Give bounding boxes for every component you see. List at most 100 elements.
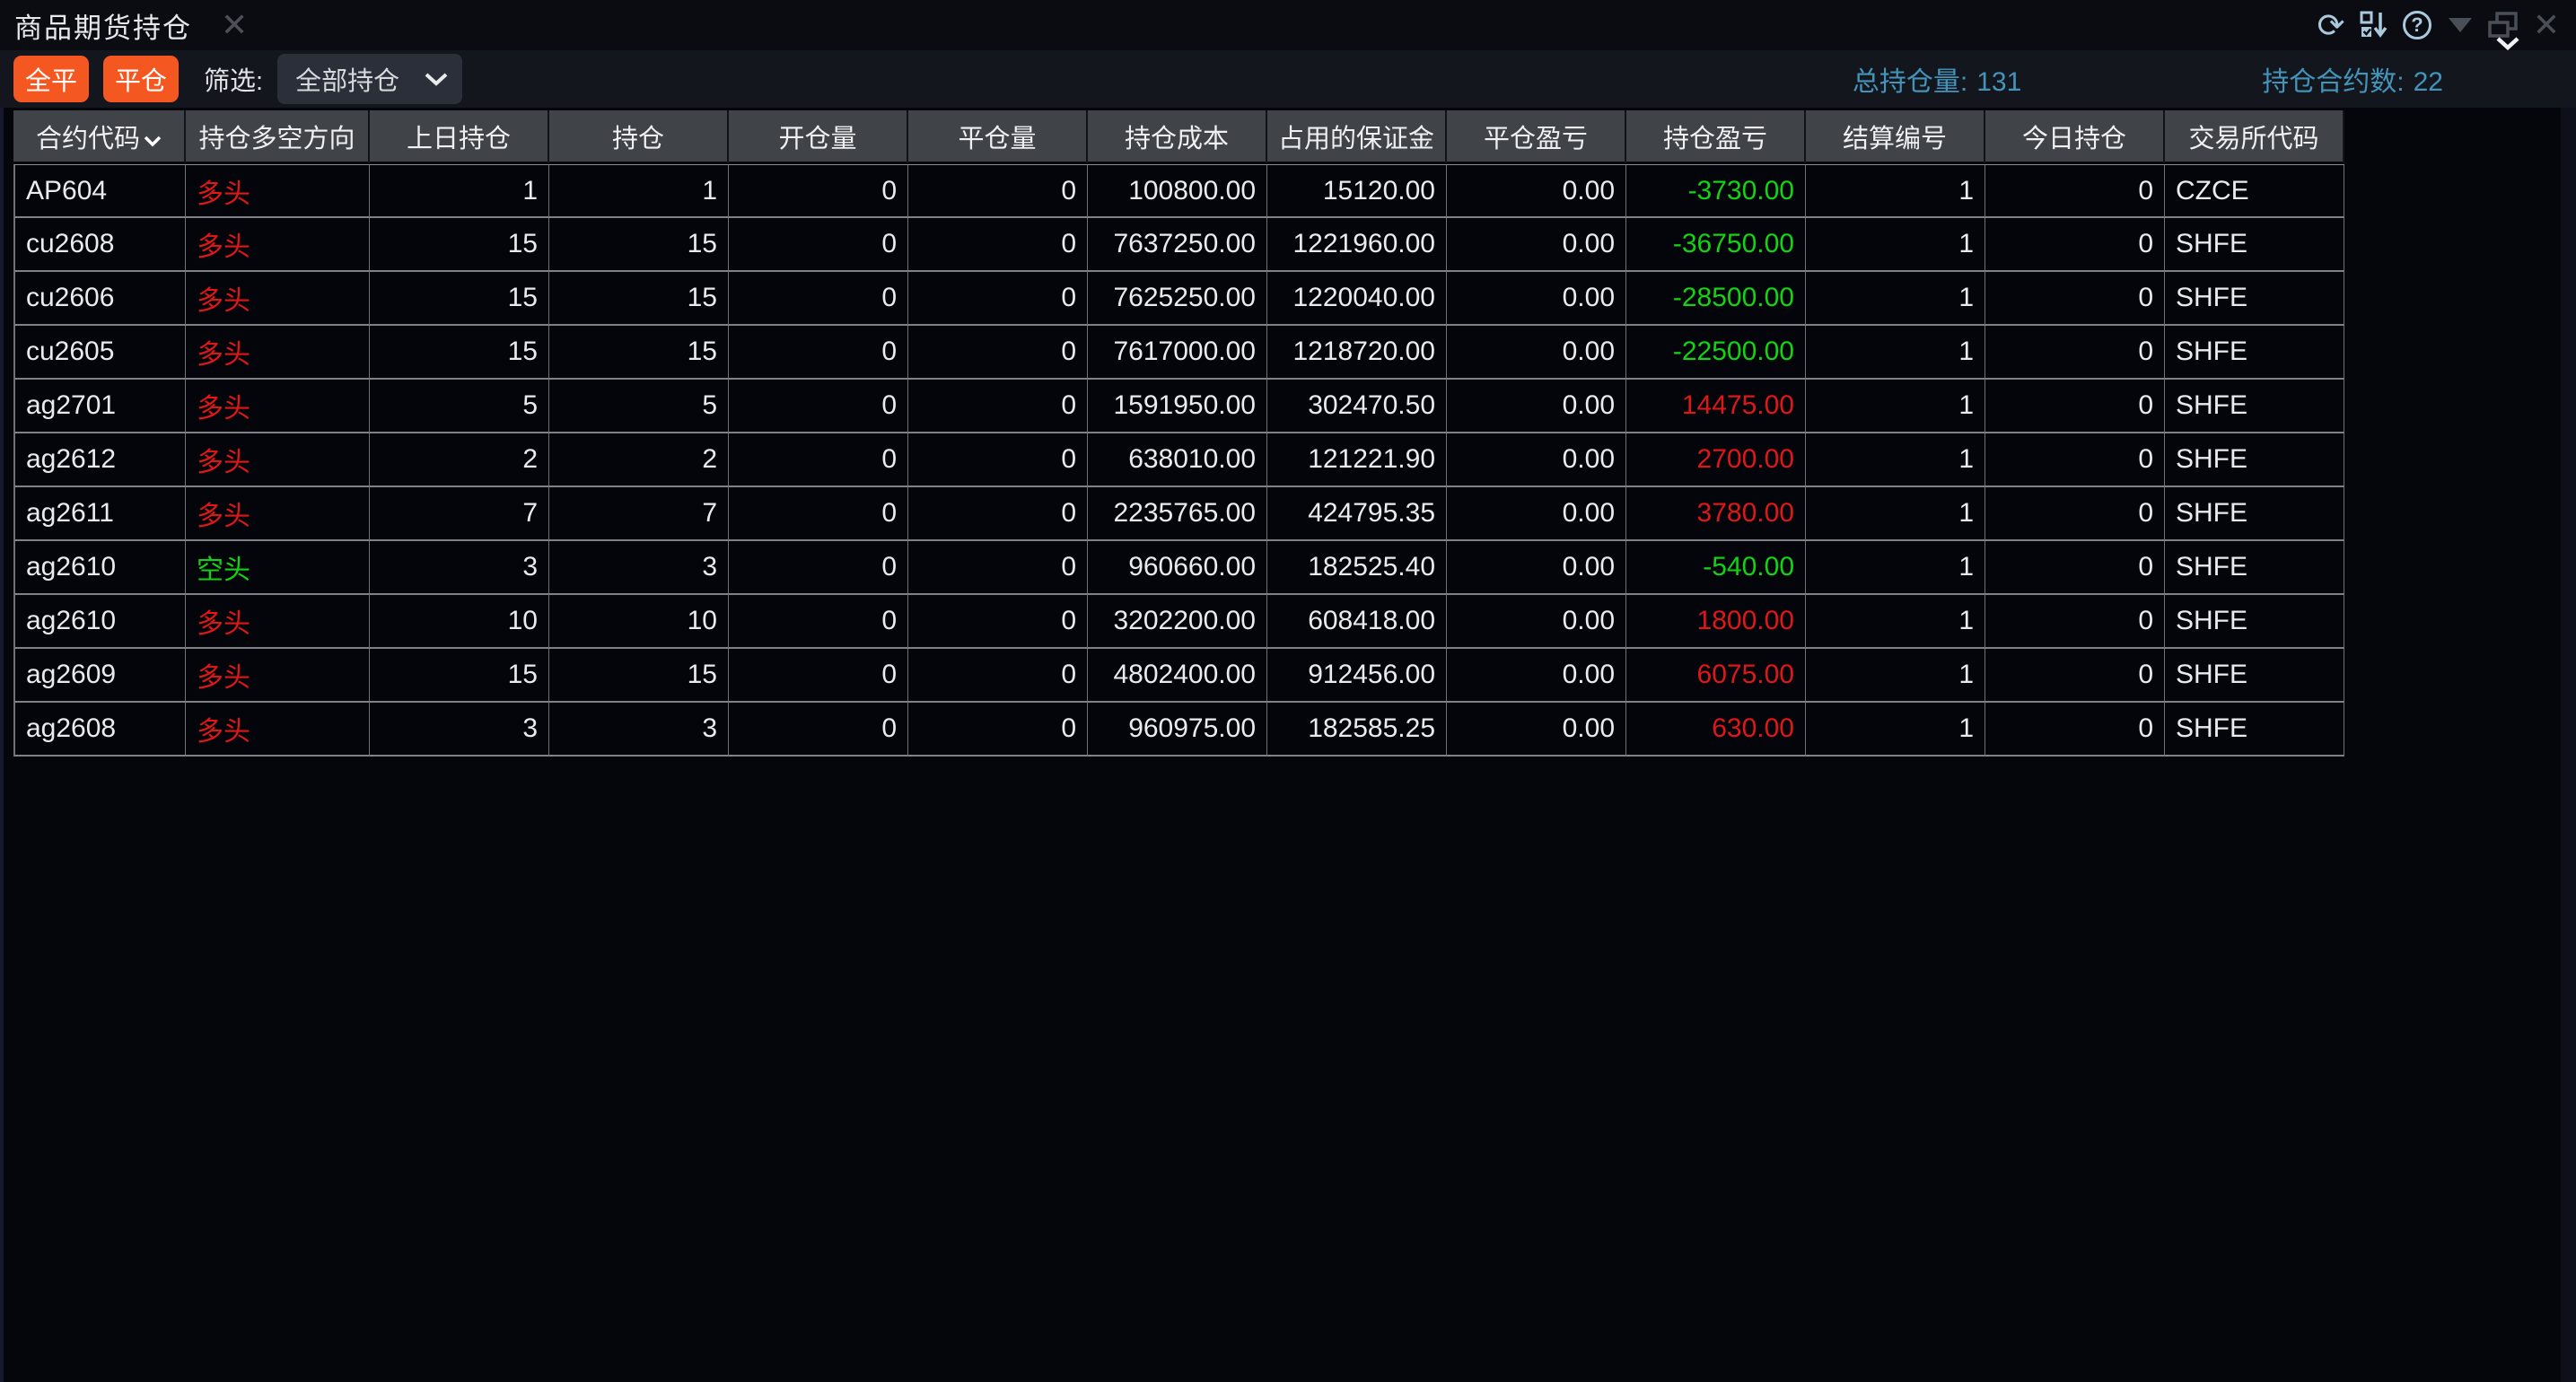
cell-margin-used[interactable]: 608418.00 [1267, 595, 1447, 649]
cell-close-pl[interactable]: 0.00 [1447, 595, 1626, 649]
cell-close-pl[interactable]: 0.00 [1447, 218, 1626, 272]
cell-settlement-id[interactable]: 1 [1806, 272, 1985, 326]
cell-margin-used[interactable]: 1221960.00 [1267, 218, 1447, 272]
cell-prev-position[interactable]: 3 [370, 703, 549, 757]
cell-contract-code[interactable]: cu2605 [13, 326, 186, 380]
cell-position[interactable]: 5 [549, 380, 729, 433]
table-row[interactable]: ag2610 多头 10 10 0 0 3202200.00 608418.00 0.00 180… [13, 595, 2344, 649]
cell-settlement-id[interactable]: 1 [1806, 326, 1985, 380]
column-header-close-volume[interactable]: 平仓量 [908, 110, 1088, 164]
close-position-button[interactable]: 平仓 [103, 56, 179, 102]
cell-margin-used[interactable]: 15120.00 [1267, 164, 1447, 218]
cell-position-cost[interactable]: 4802400.00 [1088, 649, 1267, 703]
table-row[interactable]: ag2612 多头 2 2 0 0 638010.00 121221.90 0.00 2700.0… [13, 433, 2344, 487]
cell-margin-used[interactable]: 1218720.00 [1267, 326, 1447, 380]
cell-exchange[interactable]: SHFE [2165, 326, 2344, 380]
cell-close-volume[interactable]: 0 [908, 541, 1088, 595]
cell-position[interactable]: 15 [549, 649, 729, 703]
cell-position-cost[interactable]: 7625250.00 [1088, 272, 1267, 326]
cell-direction[interactable]: 多头 [186, 487, 370, 541]
table-row[interactable]: ag2701 多头 5 5 0 0 1591950.00 302470.50 0.00 14475… [13, 380, 2344, 433]
cell-settlement-id[interactable]: 1 [1806, 218, 1985, 272]
cell-position[interactable]: 15 [549, 218, 729, 272]
cell-contract-code[interactable]: ag2701 [13, 380, 186, 433]
column-header-exchange[interactable]: 交易所代码 [2165, 110, 2344, 164]
cell-exchange[interactable]: SHFE [2165, 218, 2344, 272]
table-row[interactable]: cu2608 多头 15 15 0 0 7637250.00 1221960.00 0.00 -3… [13, 218, 2344, 272]
cell-prev-position[interactable]: 10 [370, 595, 549, 649]
cell-prev-position[interactable]: 15 [370, 218, 549, 272]
cell-close-volume[interactable]: 0 [908, 433, 1088, 487]
cell-position-pl[interactable]: 3780.00 [1626, 487, 1806, 541]
cell-close-volume[interactable]: 0 [908, 272, 1088, 326]
cell-close-pl[interactable]: 0.00 [1447, 541, 1626, 595]
column-header-open-volume[interactable]: 开仓量 [729, 110, 908, 164]
cell-today-position[interactable]: 0 [1985, 218, 2165, 272]
cell-open-volume[interactable]: 0 [729, 218, 908, 272]
cell-contract-code[interactable]: cu2606 [13, 272, 186, 326]
cell-position-pl[interactable]: -22500.00 [1626, 326, 1806, 380]
cell-position-cost[interactable]: 2235765.00 [1088, 487, 1267, 541]
cell-position-cost[interactable]: 1591950.00 [1088, 380, 1267, 433]
cell-position-pl[interactable]: 6075.00 [1626, 649, 1806, 703]
cell-direction[interactable]: 多头 [186, 272, 370, 326]
table-row[interactable]: AP604 多头 1 1 0 0 100800.00 15120.00 0.00 -3730.00… [13, 164, 2344, 218]
cell-today-position[interactable]: 0 [1985, 380, 2165, 433]
cell-position-cost[interactable]: 7637250.00 [1088, 218, 1267, 272]
cell-prev-position[interactable]: 15 [370, 326, 549, 380]
cell-today-position[interactable]: 0 [1985, 541, 2165, 595]
cell-settlement-id[interactable]: 1 [1806, 164, 1985, 218]
cell-prev-position[interactable]: 2 [370, 433, 549, 487]
cell-margin-used[interactable]: 182585.25 [1267, 703, 1447, 757]
cell-contract-code[interactable]: ag2608 [13, 703, 186, 757]
cell-contract-code[interactable]: ag2612 [13, 433, 186, 487]
tab-close-icon[interactable]: ✕ [221, 6, 249, 43]
cell-today-position[interactable]: 0 [1985, 433, 2165, 487]
cell-position-cost[interactable]: 100800.00 [1088, 164, 1267, 218]
cell-position-pl[interactable]: -28500.00 [1626, 272, 1806, 326]
cell-position-cost[interactable]: 960660.00 [1088, 541, 1267, 595]
cell-position[interactable]: 15 [549, 326, 729, 380]
cell-position-cost[interactable]: 3202200.00 [1088, 595, 1267, 649]
cell-today-position[interactable]: 0 [1985, 649, 2165, 703]
cell-close-volume[interactable]: 0 [908, 595, 1088, 649]
column-header-prev-position[interactable]: 上日持仓 [370, 110, 549, 164]
cell-close-volume[interactable]: 0 [908, 326, 1088, 380]
cell-close-volume[interactable]: 0 [908, 649, 1088, 703]
column-header-direction[interactable]: 持仓多空方向 [186, 110, 370, 164]
cell-exchange[interactable]: SHFE [2165, 380, 2344, 433]
cell-open-volume[interactable]: 0 [729, 595, 908, 649]
cell-margin-used[interactable]: 302470.50 [1267, 380, 1447, 433]
table-row[interactable]: cu2606 多头 15 15 0 0 7625250.00 1220040.00 0.00 -2… [13, 272, 2344, 326]
cell-settlement-id[interactable]: 1 [1806, 541, 1985, 595]
cell-position-pl[interactable]: -3730.00 [1626, 164, 1806, 218]
cell-exchange[interactable]: SHFE [2165, 272, 2344, 326]
cell-direction[interactable]: 多头 [186, 164, 370, 218]
close-all-button[interactable]: 全平 [13, 56, 89, 102]
cell-open-volume[interactable]: 0 [729, 703, 908, 757]
sort-settings-icon[interactable] [2357, 8, 2391, 42]
column-header-settlement-id[interactable]: 结算编号 [1806, 110, 1985, 164]
cell-settlement-id[interactable]: 1 [1806, 433, 1985, 487]
refresh-icon[interactable]: ⟳ [2317, 6, 2345, 44]
cell-today-position[interactable]: 0 [1985, 487, 2165, 541]
cell-exchange[interactable]: SHFE [2165, 595, 2344, 649]
panel-dropdown-icon[interactable] [2443, 8, 2477, 42]
cell-prev-position[interactable]: 1 [370, 164, 549, 218]
cell-open-volume[interactable]: 0 [729, 433, 908, 487]
cell-open-volume[interactable]: 0 [729, 487, 908, 541]
column-header-contract-code[interactable]: 合约代码 [13, 110, 186, 164]
cell-prev-position[interactable]: 5 [370, 380, 549, 433]
cell-position-cost[interactable]: 638010.00 [1088, 433, 1267, 487]
window-close-icon[interactable]: ✕ [2532, 6, 2561, 43]
cell-direction[interactable]: 多头 [186, 649, 370, 703]
right-scrollbar-track[interactable] [2561, 108, 2576, 1382]
cell-direction[interactable]: 多头 [186, 326, 370, 380]
help-icon[interactable]: ? [2400, 8, 2434, 42]
cell-settlement-id[interactable]: 1 [1806, 380, 1985, 433]
cell-margin-used[interactable]: 912456.00 [1267, 649, 1447, 703]
cell-close-volume[interactable]: 0 [908, 487, 1088, 541]
table-row[interactable]: cu2605 多头 15 15 0 0 7617000.00 1218720.00 0.00 -2… [13, 326, 2344, 380]
cell-position-cost[interactable]: 7617000.00 [1088, 326, 1267, 380]
cell-position[interactable]: 7 [549, 487, 729, 541]
